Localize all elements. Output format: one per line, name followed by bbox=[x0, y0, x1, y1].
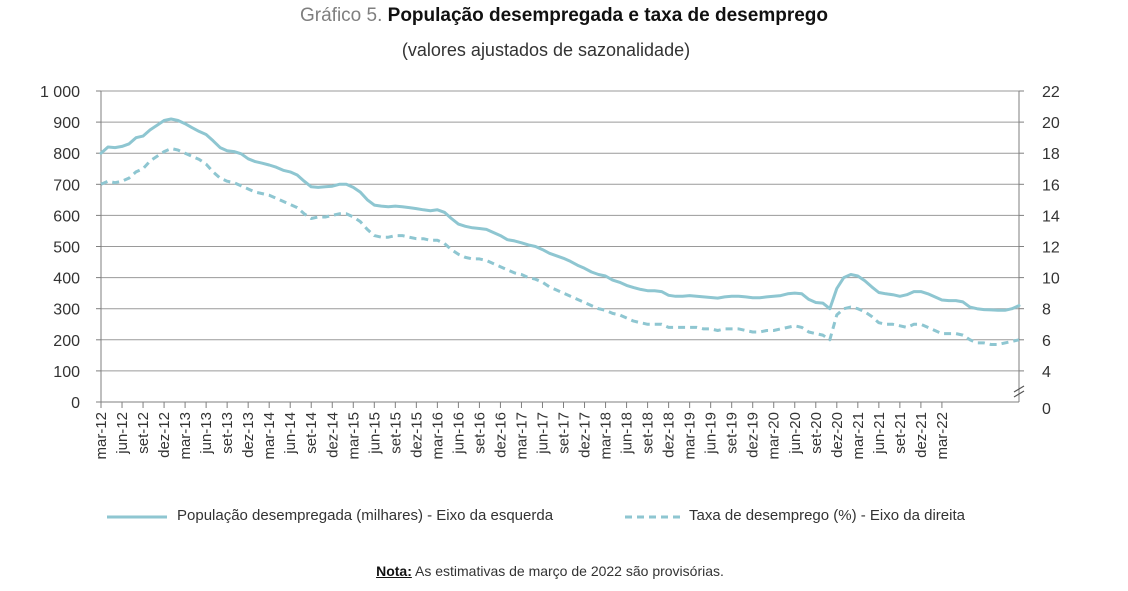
y-right-tick-label: 14 bbox=[1042, 208, 1060, 225]
x-tick-label: dez-12 bbox=[156, 412, 173, 458]
x-tick-label: mar-22 bbox=[934, 412, 951, 460]
y-right-tick-label: 6 bbox=[1042, 333, 1051, 350]
y-left-tick-label: 100 bbox=[53, 364, 80, 381]
y-left-tick-label: 900 bbox=[53, 115, 80, 132]
x-tick-label: set-16 bbox=[471, 412, 488, 454]
note-text: As estimativas de março de 2022 são prov… bbox=[411, 563, 724, 579]
y-right-tick-label: 16 bbox=[1042, 177, 1060, 194]
x-tick-label: mar-12 bbox=[93, 412, 110, 460]
x-tick-label: jun-17 bbox=[534, 412, 551, 455]
x-tick-label: mar-20 bbox=[766, 412, 783, 460]
x-tick-label: jun-12 bbox=[114, 412, 131, 455]
y-right-tick-label: 18 bbox=[1042, 146, 1060, 163]
x-tick-label: dez-17 bbox=[577, 412, 594, 458]
x-tick-label: set-20 bbox=[808, 412, 825, 454]
x-tick-label: dez-16 bbox=[492, 412, 509, 458]
x-tick-label: jun-16 bbox=[450, 412, 467, 455]
x-tick-label: jun-14 bbox=[282, 412, 299, 455]
chart-title-prefix: Gráfico 5. bbox=[300, 5, 383, 26]
y-left-tick-label: 600 bbox=[53, 208, 80, 225]
y-left-tick-label: 800 bbox=[53, 146, 80, 163]
x-tick-label: mar-19 bbox=[682, 412, 699, 460]
x-tick-label: mar-18 bbox=[598, 412, 615, 460]
series-line-unemployment-rate bbox=[100, 147, 1020, 346]
x-tick-label: set-19 bbox=[724, 412, 741, 454]
axis-break-mark bbox=[1013, 390, 1025, 398]
x-axis: mar-12 jun-12 set-12 dez-12 mar-13 jun-13 set-… bbox=[93, 402, 951, 460]
x-tick-label: jun-13 bbox=[198, 412, 215, 455]
y-left-tick-label: 0 bbox=[71, 395, 80, 412]
series-line-unemployed-population bbox=[99, 117, 1021, 312]
chart-subtitle: (valores ajustados de sazonalidade) bbox=[401, 40, 691, 60]
x-tick-label: jun-19 bbox=[703, 412, 720, 455]
x-tick-label: dez-21 bbox=[913, 412, 930, 458]
x-tick-label: mar-17 bbox=[513, 412, 530, 460]
x-tick-label: dez-18 bbox=[661, 412, 678, 458]
y-left-tick-label: 1 000 bbox=[40, 84, 80, 101]
x-tick-label: jun-15 bbox=[366, 412, 383, 455]
x-tick-label: dez-13 bbox=[240, 412, 257, 458]
y-right-tick-label: 12 bbox=[1042, 240, 1060, 257]
series-group bbox=[99, 117, 1021, 346]
x-tick-label: dez-19 bbox=[745, 412, 762, 458]
y-right-tick-label: 22 bbox=[1042, 84, 1060, 101]
y-left-tick-label: 400 bbox=[53, 271, 80, 288]
x-tick-label: mar-13 bbox=[177, 412, 194, 460]
x-tick-label: dez-15 bbox=[408, 412, 425, 458]
y-right-tick-label: 8 bbox=[1042, 302, 1051, 319]
x-tick-label: mar-16 bbox=[429, 412, 446, 460]
x-tick-label: dez-20 bbox=[829, 412, 846, 458]
x-tick-label: mar-21 bbox=[850, 412, 867, 460]
chart-title: Gráfico 5. População desempregada e taxa… bbox=[0, 5, 1128, 27]
legend-entry-unemployed-population: População desempregada (milhares) - Eixo… bbox=[177, 507, 554, 524]
y-left-tick-label: 300 bbox=[53, 302, 80, 319]
x-tick-label: set-13 bbox=[219, 412, 236, 454]
x-tick-label: mar-14 bbox=[261, 412, 278, 460]
y-axis-right: 0 4 6 8 10 12 14 16 18 20 22 bbox=[1019, 84, 1060, 418]
x-tick-label: set-17 bbox=[556, 412, 573, 454]
y-left-tick-label: 500 bbox=[53, 240, 80, 257]
y-right-tick-label: 10 bbox=[1042, 271, 1060, 288]
axis-break-mark bbox=[1013, 385, 1025, 393]
note-label: Nota: bbox=[376, 563, 412, 579]
x-tick-label: set-21 bbox=[892, 412, 909, 454]
x-tick-label: set-12 bbox=[135, 412, 152, 454]
y-left-tick-label: 200 bbox=[53, 333, 80, 350]
y-axis-left: 0 100 200 300 400 500 600 700 800 900 1 000 bbox=[40, 84, 101, 412]
y-right-tick-label: 4 bbox=[1042, 364, 1051, 381]
x-tick-label: jun-20 bbox=[787, 412, 804, 455]
x-tick-label: set-14 bbox=[303, 412, 320, 454]
x-tick-label: mar-15 bbox=[345, 412, 362, 460]
x-tick-label: set-18 bbox=[640, 412, 657, 454]
y-right-tick-label: 0 bbox=[1042, 401, 1051, 418]
x-tick-label: dez-14 bbox=[324, 412, 341, 458]
chart-title-main: População desempregada e taxa de desempr… bbox=[387, 5, 828, 26]
legend-entry-unemployment-rate: Taxa de desemprego (%) - Eixo da direita bbox=[689, 507, 965, 524]
y-right-tick-label: 20 bbox=[1042, 115, 1060, 132]
x-tick-label: jun-21 bbox=[871, 412, 888, 455]
grid-lines bbox=[101, 90, 1019, 372]
y-left-tick-label: 700 bbox=[53, 177, 80, 194]
note: Nota: As estimativas de março de 2022 sã… bbox=[0, 563, 1100, 579]
x-tick-label: set-15 bbox=[387, 412, 404, 454]
x-tick-label: jun-18 bbox=[619, 412, 636, 455]
